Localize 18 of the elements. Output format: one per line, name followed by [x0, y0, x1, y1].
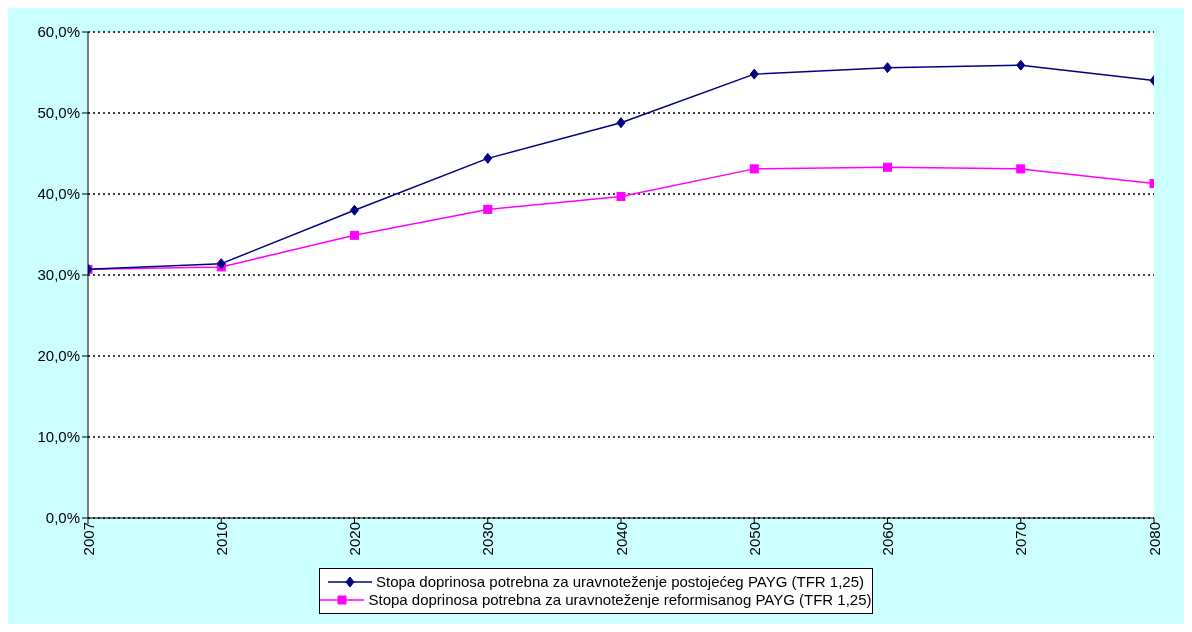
- legend-label: Stopa doprinosa potrebna za uravnoteženje reformisanog PAYG (TFR 1,25): [368, 591, 872, 609]
- y-tick-label: 30,0%: [37, 266, 80, 284]
- x-tick-label: 2060: [879, 522, 897, 556]
- x-tick-label: 2030: [479, 522, 497, 556]
- y-tick-label: 50,0%: [37, 104, 80, 122]
- x-tick-label: 2040: [612, 522, 630, 556]
- y-tick-label: 60,0%: [37, 23, 80, 41]
- x-tick-label: 2080: [1145, 522, 1163, 556]
- y-tick-label: 0,0%: [45, 509, 80, 527]
- x-tick-label: 2010: [212, 522, 230, 556]
- legend-label: Stopa doprinosa potrebna za uravnoteženje postojećeg PAYG (TFR 1,25): [375, 573, 865, 591]
- y-tick-label: 40,0%: [37, 185, 80, 203]
- y-tick-label: 20,0%: [37, 347, 80, 365]
- x-tick-label: 2007: [79, 522, 97, 556]
- x-tick-label: 2070: [1012, 522, 1030, 556]
- y-tick-label: 10,0%: [37, 428, 80, 446]
- x-tick-label: 2020: [346, 522, 364, 556]
- x-tick-label: 2050: [745, 522, 763, 556]
